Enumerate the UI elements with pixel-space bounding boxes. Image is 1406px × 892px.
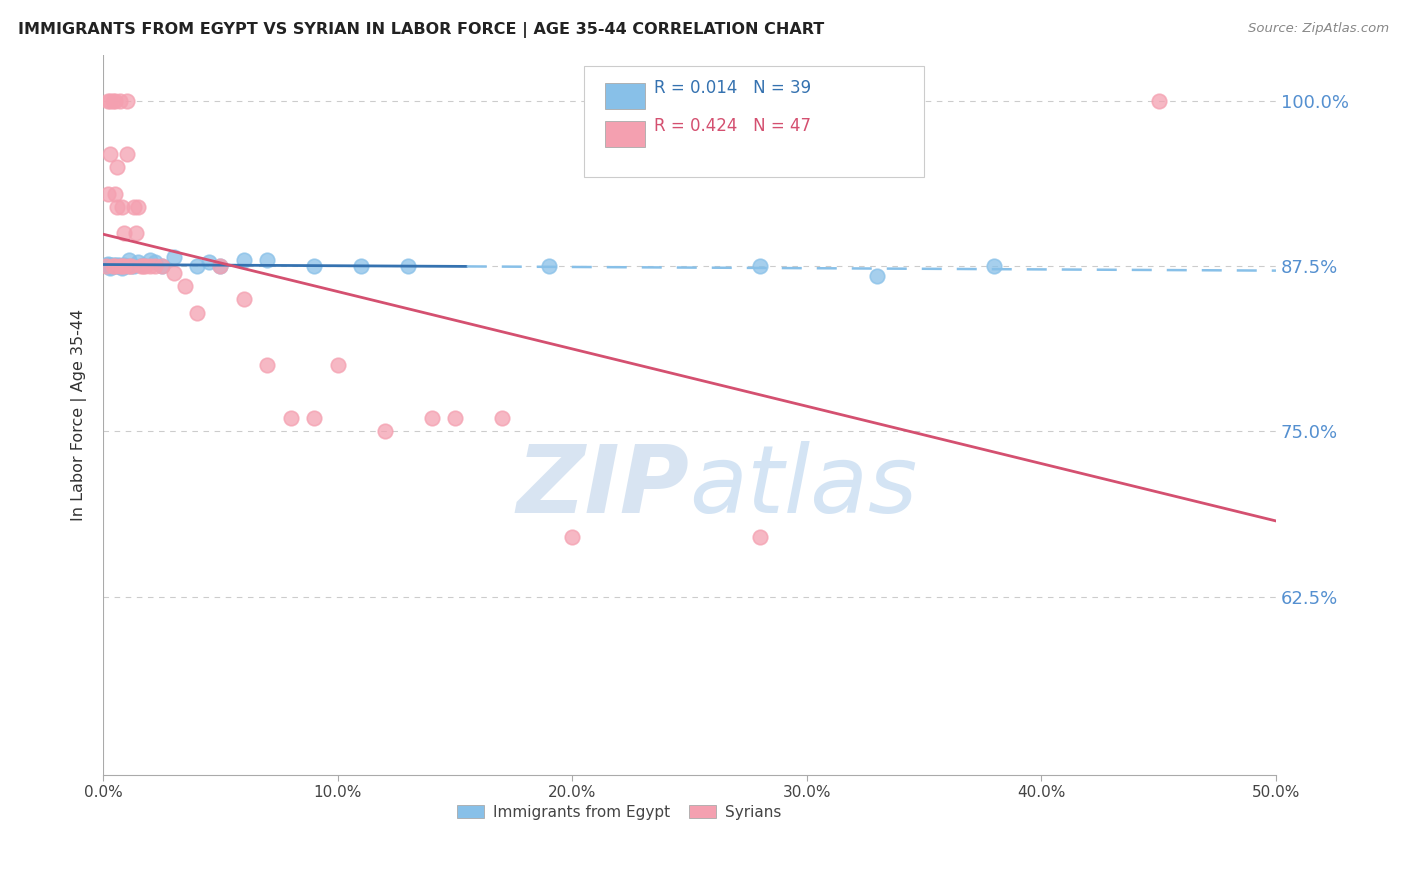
Point <box>162 266 184 280</box>
Point <box>120 260 142 274</box>
Point <box>197 255 219 269</box>
Point <box>396 260 419 274</box>
Text: ZIP: ZIP <box>517 441 689 533</box>
Point <box>256 252 278 267</box>
Point <box>97 260 120 274</box>
FancyBboxPatch shape <box>583 66 924 178</box>
Point <box>129 260 152 274</box>
Point <box>150 260 173 274</box>
Point <box>104 186 127 201</box>
Point <box>134 260 156 274</box>
FancyBboxPatch shape <box>605 83 645 109</box>
Point <box>115 95 138 109</box>
Point <box>97 95 120 109</box>
Point <box>101 95 124 109</box>
Point <box>537 260 560 274</box>
Point <box>111 200 134 214</box>
Point <box>111 260 134 275</box>
Point <box>118 252 141 267</box>
Point <box>101 260 124 274</box>
Point <box>97 257 120 271</box>
Legend: Immigrants from Egypt, Syrians: Immigrants from Egypt, Syrians <box>450 799 787 826</box>
Text: atlas: atlas <box>689 442 918 533</box>
Point <box>132 260 155 274</box>
Point <box>98 258 121 272</box>
Text: R = 0.014   N = 39: R = 0.014 N = 39 <box>654 78 811 96</box>
Point <box>108 258 131 272</box>
Point <box>122 200 145 214</box>
Point <box>111 260 134 274</box>
Point <box>132 258 155 272</box>
Point <box>233 252 256 267</box>
Point <box>105 200 128 214</box>
Point <box>139 252 162 267</box>
Point <box>98 260 121 275</box>
Point <box>111 260 134 274</box>
Text: R = 0.424   N = 47: R = 0.424 N = 47 <box>654 117 811 135</box>
Point <box>1147 95 1170 109</box>
Point <box>98 260 121 274</box>
Point <box>112 227 135 241</box>
Point <box>118 260 141 274</box>
Point <box>108 95 131 109</box>
Point <box>749 260 772 274</box>
Point <box>104 95 127 109</box>
Point <box>256 359 278 373</box>
Point <box>105 258 128 272</box>
Point <box>374 425 396 439</box>
Point <box>122 260 145 274</box>
Point <box>112 258 135 272</box>
Point <box>420 411 443 425</box>
Point <box>491 411 513 425</box>
FancyBboxPatch shape <box>605 120 645 146</box>
Point <box>233 293 256 307</box>
Point <box>280 411 302 425</box>
Point <box>444 411 467 425</box>
Point <box>350 260 373 274</box>
Point <box>120 260 142 274</box>
Point <box>104 260 127 274</box>
Y-axis label: In Labor Force | Age 35-44: In Labor Force | Age 35-44 <box>72 309 87 521</box>
Point <box>127 255 149 269</box>
Point <box>143 260 166 274</box>
Point <box>209 260 232 274</box>
Point <box>112 260 135 274</box>
Point <box>143 255 166 269</box>
Point <box>186 260 208 274</box>
Point <box>174 279 197 293</box>
Point <box>150 260 173 274</box>
Point <box>304 260 326 274</box>
Point <box>94 258 117 272</box>
Point <box>115 260 138 274</box>
Point <box>326 359 349 373</box>
Point <box>139 260 162 274</box>
Point <box>108 260 131 274</box>
Point <box>104 260 127 274</box>
Point <box>304 411 326 425</box>
Point <box>186 305 208 319</box>
Point <box>101 260 124 274</box>
Point <box>115 147 138 161</box>
Point <box>209 260 232 274</box>
Point <box>561 530 583 544</box>
Point <box>98 147 121 161</box>
Point <box>127 200 149 214</box>
Point <box>749 530 772 544</box>
Text: IMMIGRANTS FROM EGYPT VS SYRIAN IN LABOR FORCE | AGE 35-44 CORRELATION CHART: IMMIGRANTS FROM EGYPT VS SYRIAN IN LABOR… <box>18 22 824 38</box>
Text: Source: ZipAtlas.com: Source: ZipAtlas.com <box>1249 22 1389 36</box>
Point <box>94 260 117 274</box>
Point <box>97 186 120 201</box>
Point <box>866 268 889 283</box>
Point <box>104 258 127 272</box>
Point <box>105 260 128 274</box>
Point <box>125 227 148 241</box>
Point <box>98 95 121 109</box>
Point <box>105 161 128 175</box>
Point <box>983 260 1005 274</box>
Point <box>101 258 124 272</box>
Point <box>108 260 131 274</box>
Point <box>162 250 184 264</box>
